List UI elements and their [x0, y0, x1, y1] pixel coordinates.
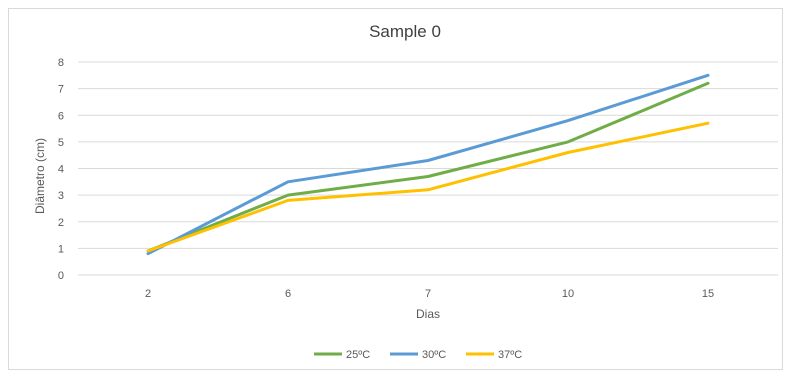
y-axis-title: Diâmetro (cm)	[33, 138, 47, 214]
chart-title: Sample 0	[369, 22, 441, 41]
y-axis-ticks: 0 1 2 3 4 5 6 7 8	[58, 57, 64, 282]
x-tick-label: 7	[425, 288, 431, 300]
x-axis-title: Dias	[416, 307, 440, 321]
legend-label: 25ºC	[346, 349, 370, 361]
series-line-2	[146, 121, 710, 253]
y-tick-label: 6	[58, 110, 64, 122]
y-tick-label: 2	[58, 217, 64, 229]
y-tick-label: 5	[58, 137, 64, 149]
y-tick-label: 1	[58, 243, 64, 255]
legend-label: 37ºC	[498, 349, 522, 361]
y-tick-label: 4	[58, 164, 64, 176]
chart-frame	[8, 8, 783, 370]
series-line-0	[146, 81, 710, 253]
y-tick-label: 8	[58, 57, 64, 69]
x-tick-label: 15	[702, 288, 714, 300]
gridlines	[78, 61, 778, 276]
series-lines	[146, 73, 710, 256]
y-tick-label: 7	[58, 84, 64, 96]
x-tick-label: 6	[285, 288, 291, 300]
x-tick-label: 10	[562, 288, 574, 300]
x-tick-label: 2	[145, 288, 151, 300]
x-axis-ticks: 2 6 7 10 15	[145, 288, 714, 300]
legend: 25ºC 30ºC 37ºC	[314, 349, 522, 361]
y-tick-label: 3	[58, 190, 64, 202]
series-line-1	[146, 73, 710, 256]
y-tick-label: 0	[58, 270, 64, 282]
legend-label: 30ºC	[422, 349, 446, 361]
